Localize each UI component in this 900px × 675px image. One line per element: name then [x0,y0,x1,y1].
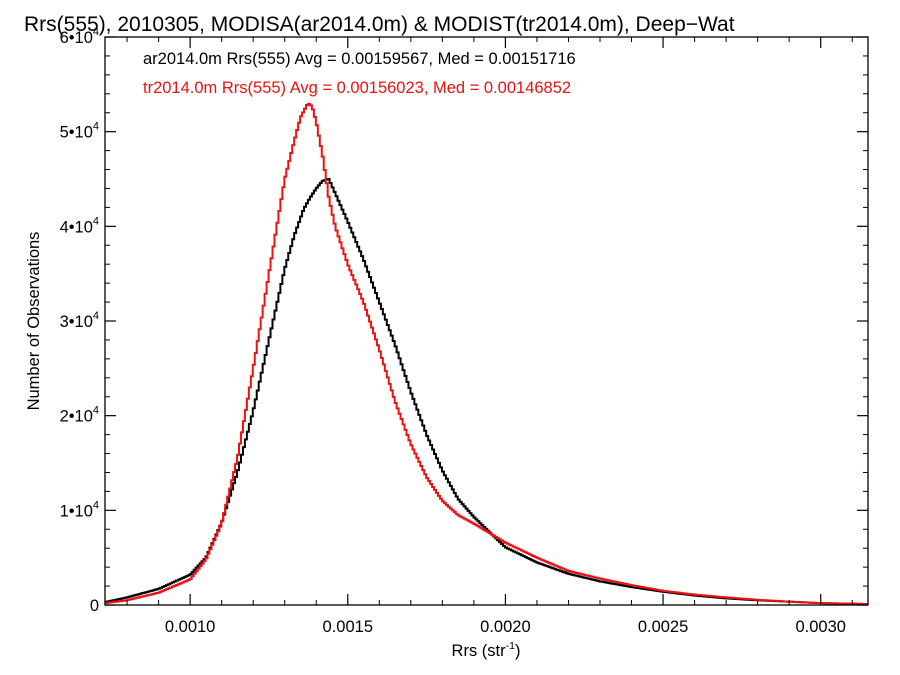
x-tick-label: 0.0010 [165,618,215,636]
chart-title: Rrs(555), 2010305, MODISA(ar2014.0m) & M… [24,13,735,36]
plot-frame [104,36,869,606]
annotation-tr2014: tr2014.0m Rrs(555) Avg = 0.00156023, Med… [143,79,571,97]
y-tick-label: 2•104 [60,405,99,426]
x-tick-label: 0.0025 [638,618,688,636]
x-tick-label: 0.0020 [480,618,530,636]
y-tick-label: 6•104 [60,26,99,47]
annotation-ar2014: ar2014.0m Rrs(555) Avg = 0.00159567, Med… [143,50,576,68]
x-axis-label: Rrs (str-1) [452,640,521,660]
x-axis-label-sup: -1 [506,640,515,652]
axis-ticks: 0.0010 0.0015 0.0020 0.0025 0.0030 0 1•104 2•10… [60,26,868,636]
y-tick-label: 3•104 [60,310,99,331]
y-axis-label: Number of Observations [25,232,43,411]
series-line-1 [105,102,869,606]
series-layer [105,102,869,606]
series-line-0 [105,178,869,606]
y-tick-label: 5•104 [60,121,99,142]
x-tick-label: 0.0030 [795,618,845,636]
x-axis-label-close: ) [515,642,521,660]
y-tick-label: 4•104 [60,215,99,236]
x-tick-label: 0.0015 [323,618,373,636]
y-tick-label: 0 [90,597,99,615]
y-tick-label: 1•104 [60,499,99,520]
